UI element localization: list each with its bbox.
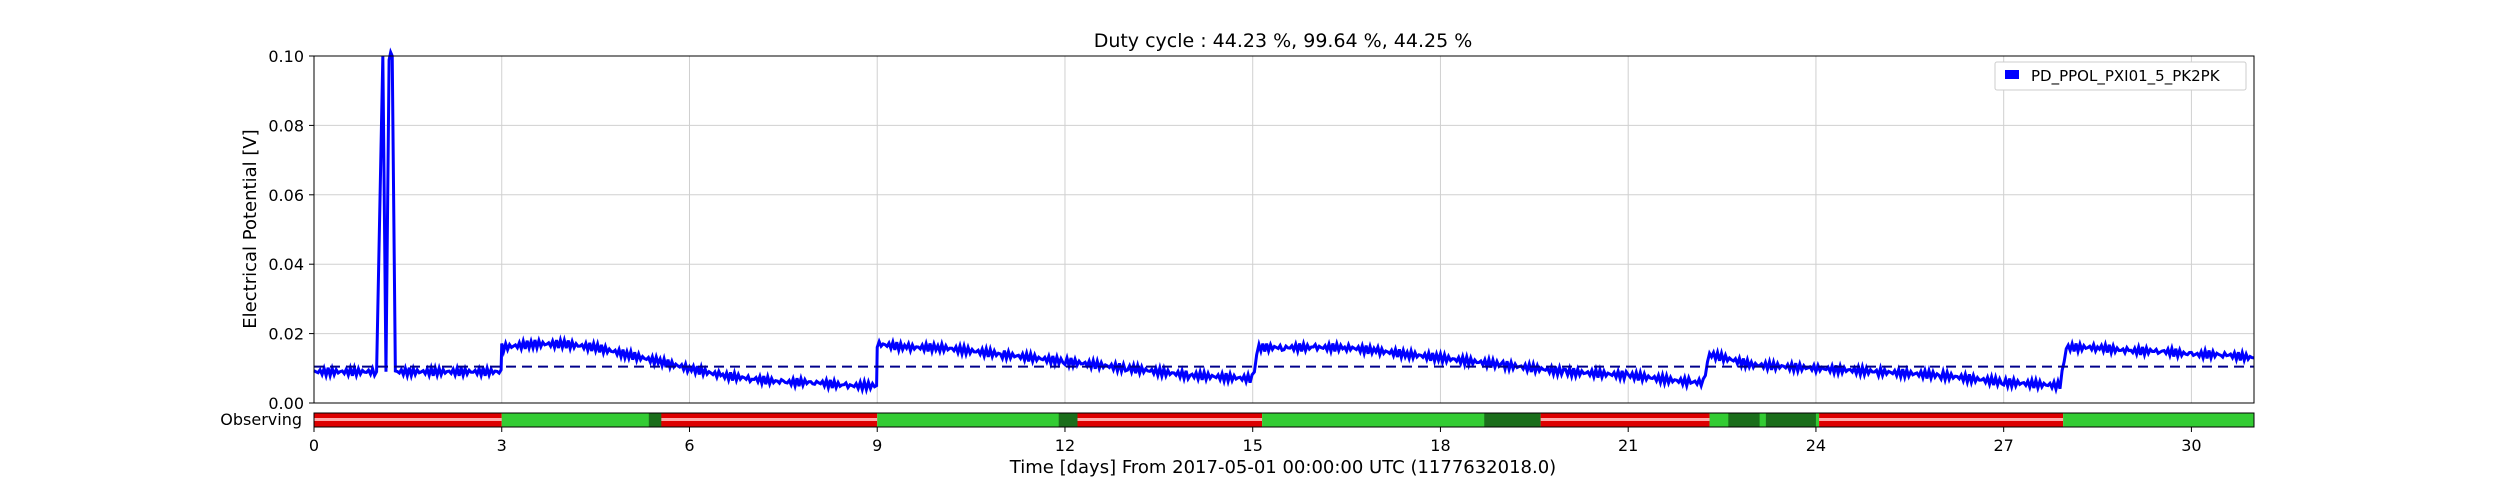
segment-off-highlight bbox=[1077, 418, 1263, 421]
segment-dark-band bbox=[648, 413, 662, 427]
series-layer bbox=[313, 47, 2255, 396]
y-tick-label: 0.06 bbox=[268, 186, 304, 205]
y-axis: 0.00 0.02 0.04 0.06 0.08 0.10 bbox=[268, 47, 314, 413]
segment-off-highlight bbox=[1819, 418, 2064, 421]
segment-dark-band bbox=[1728, 413, 1760, 427]
x-tick-label: 27 bbox=[1993, 436, 2013, 455]
y-tick-label: 0.10 bbox=[268, 47, 304, 66]
x-tick-label: 18 bbox=[1430, 436, 1450, 455]
plot-area bbox=[314, 56, 2254, 403]
y-tick-label: 0.00 bbox=[268, 394, 304, 413]
y-tick-label: 0.08 bbox=[268, 116, 304, 135]
segment-on bbox=[501, 413, 659, 427]
observing-segments bbox=[314, 413, 2254, 427]
segment-on bbox=[1262, 413, 1541, 427]
chart-title: Duty cycle : 44.23 %, 99.64 %, 44.25 % bbox=[1094, 30, 1473, 52]
legend-box bbox=[1994, 61, 2247, 91]
x-tick-label: 30 bbox=[2181, 436, 2201, 455]
x-tick-label: 12 bbox=[1055, 436, 1075, 455]
series-line-pd-ppol bbox=[313, 47, 2255, 396]
x-tick-label: 21 bbox=[1618, 436, 1638, 455]
segment-off-highlight bbox=[1540, 418, 1710, 421]
segment-off-highlight bbox=[314, 418, 502, 421]
legend-entry-label: PD_PPOL_PXI01_5_PK2PK bbox=[2031, 67, 2221, 86]
x-tick-label: 3 bbox=[497, 436, 507, 455]
y-axis-label: Electrical Potential [V] bbox=[240, 129, 261, 328]
segment-off-highlight bbox=[658, 418, 878, 421]
x-tick-label: 6 bbox=[684, 436, 694, 455]
plot-frame bbox=[313, 55, 2255, 404]
segment-on bbox=[2063, 413, 2254, 427]
x-tick-label: 0 bbox=[309, 436, 319, 455]
legend: PD_PPOL_PXI01_5_PK2PK bbox=[1994, 61, 2247, 91]
segment-row-label: Observing bbox=[220, 410, 302, 429]
x-axis: 0 3 6 9 12 15 18 21 24 27 30 bbox=[309, 427, 2202, 455]
segment-dark-band bbox=[1765, 413, 1816, 427]
y-tick-label: 0.02 bbox=[268, 325, 304, 344]
x-tick-label: 9 bbox=[872, 436, 882, 455]
legend-swatch bbox=[2005, 70, 2019, 79]
segment-on bbox=[877, 413, 1078, 427]
segment-dark-band bbox=[1484, 413, 1541, 427]
y-tick-label: 0.04 bbox=[268, 255, 304, 274]
x-axis-label: Time [days] From 2017-05-01 00:00:00 UTC… bbox=[1009, 457, 1556, 478]
segment-dark-band bbox=[1058, 413, 1078, 427]
segment-frame bbox=[313, 412, 2255, 428]
x-tick-label: 15 bbox=[1243, 436, 1263, 455]
x-tick-label: 24 bbox=[1806, 436, 1826, 455]
